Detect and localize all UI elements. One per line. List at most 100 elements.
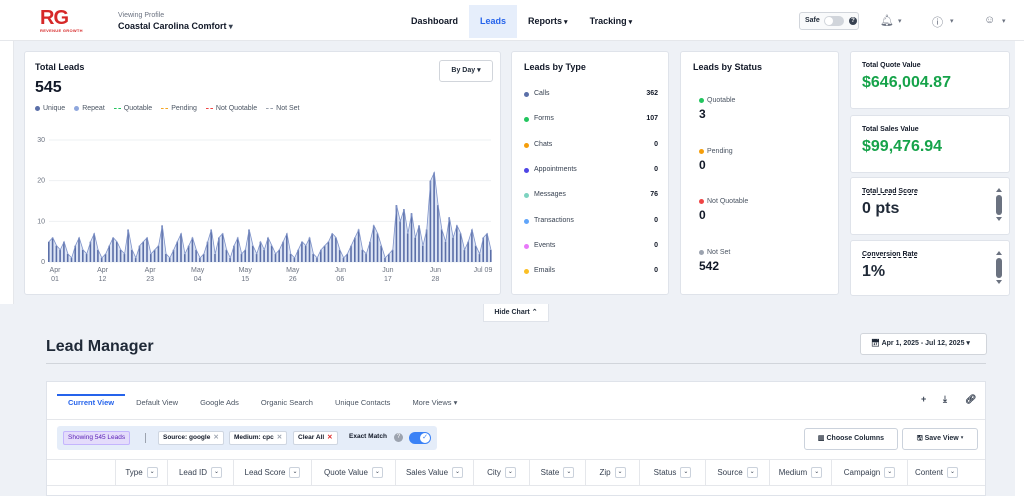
chevron-down-icon[interactable]: ⌄ xyxy=(947,467,959,479)
chart-bar[interactable] xyxy=(51,237,54,262)
column-header-source[interactable]: Source ⌄ xyxy=(705,460,769,486)
chart-bar[interactable] xyxy=(467,241,469,262)
scroll-down-icon[interactable] xyxy=(996,280,1002,284)
scroll-thumb[interactable] xyxy=(996,195,1002,215)
chart-bar[interactable] xyxy=(346,253,348,262)
chart-bar[interactable] xyxy=(172,249,175,262)
status-row-quotable[interactable]: Quotable 3 xyxy=(699,97,735,121)
chart-bar[interactable] xyxy=(474,245,477,262)
chart-bar[interactable] xyxy=(89,241,92,262)
chart-bar[interactable] xyxy=(85,253,88,262)
chart-bar[interactable] xyxy=(270,245,273,262)
chart-bar[interactable] xyxy=(214,253,216,262)
tab-unique-contacts[interactable]: Unique Contacts xyxy=(324,394,401,416)
help-icon[interactable]: ? xyxy=(849,17,857,25)
chart-bar[interactable] xyxy=(399,221,401,262)
chevron-down-icon[interactable]: ⌄ xyxy=(504,467,516,479)
chart-bar[interactable] xyxy=(437,205,439,262)
chart-bar[interactable] xyxy=(410,213,413,262)
chart-bar[interactable] xyxy=(82,249,84,262)
chart-bar[interactable] xyxy=(252,245,254,262)
chart-bar[interactable] xyxy=(342,257,345,262)
chart-bar[interactable] xyxy=(229,257,231,262)
chevron-down-icon[interactable]: ⌄ xyxy=(563,467,575,479)
column-header-lead-score[interactable]: Lead Score ⌄ xyxy=(233,460,311,486)
clear-all-button[interactable]: Clear All ✕ xyxy=(293,431,338,445)
chart-bar[interactable] xyxy=(369,241,371,262)
chevron-down-icon[interactable]: ▾ xyxy=(950,18,954,25)
chart-bar[interactable] xyxy=(482,237,484,262)
chevron-down-icon[interactable]: ⌄ xyxy=(680,467,692,479)
choose-columns-button[interactable]: ▥ Choose Columns xyxy=(804,428,898,450)
chart-bar[interactable] xyxy=(490,249,492,262)
chart-bar[interactable] xyxy=(384,257,386,262)
chart-bar[interactable] xyxy=(191,237,194,262)
chart-bar[interactable] xyxy=(372,225,375,262)
tab-current-view[interactable]: Current View xyxy=(57,394,126,416)
chart-bar[interactable] xyxy=(433,172,435,263)
chevron-down-icon[interactable]: ⌄ xyxy=(146,467,158,479)
chart-bar[interactable] xyxy=(218,237,220,262)
by-day-dropdown[interactable]: By Day ▾ xyxy=(439,60,493,82)
column-header-sales-value[interactable]: Sales Value ⌄ xyxy=(395,460,473,486)
chart-bar[interactable] xyxy=(206,241,209,262)
scroll-down-icon[interactable] xyxy=(996,217,1002,221)
chart-bar[interactable] xyxy=(221,233,224,263)
chart-bar[interactable] xyxy=(267,237,269,262)
chart-bar[interactable] xyxy=(176,241,178,262)
legend-repeat[interactable]: Repeat xyxy=(74,105,105,112)
stat-scrollbar[interactable] xyxy=(996,188,1003,234)
chart-bar[interactable] xyxy=(456,225,458,262)
chart-bar[interactable] xyxy=(444,241,447,262)
chart-bar[interactable] xyxy=(48,241,50,262)
chart-bar[interactable] xyxy=(335,237,337,262)
chart-bar[interactable] xyxy=(119,249,122,262)
chart-bar[interactable] xyxy=(463,249,466,262)
chart-bar[interactable] xyxy=(452,237,454,262)
chart-bar[interactable] xyxy=(123,253,126,262)
chart-bar[interactable] xyxy=(308,237,311,262)
chart-bar[interactable] xyxy=(301,241,303,262)
chart-bar[interactable] xyxy=(471,229,473,263)
chart-bar[interactable] xyxy=(165,253,167,262)
chart-bar[interactable] xyxy=(97,249,99,262)
chevron-down-icon[interactable]: ⌄ xyxy=(211,467,223,479)
column-header-city[interactable]: City ⌄ xyxy=(473,460,529,486)
chart-bar[interactable] xyxy=(199,257,201,262)
column-header-campaign[interactable]: Campaign ⌄ xyxy=(831,460,907,486)
chart-bar[interactable] xyxy=(78,237,80,262)
help-icon[interactable]: ? xyxy=(394,433,403,442)
chart-bar[interactable] xyxy=(425,229,428,263)
chart-bar[interactable] xyxy=(244,249,246,262)
chart-bar[interactable] xyxy=(55,245,58,262)
chart-bar[interactable] xyxy=(184,253,186,262)
chart-bar[interactable] xyxy=(391,249,394,262)
chart-bar[interactable] xyxy=(134,257,137,262)
chart-bar[interactable] xyxy=(116,241,118,262)
chart-bar[interactable] xyxy=(63,241,65,262)
nav-leads[interactable]: Leads xyxy=(469,5,518,38)
chart-bar[interactable] xyxy=(448,217,450,262)
chart-bar[interactable] xyxy=(286,233,288,263)
chart-bar[interactable] xyxy=(138,245,141,262)
chart-bar[interactable] xyxy=(486,233,488,263)
chart-bar[interactable] xyxy=(422,245,424,262)
chart-bar[interactable] xyxy=(403,209,405,262)
chart-bar[interactable] xyxy=(157,245,160,262)
chart-bar[interactable] xyxy=(357,229,360,263)
chart-bar[interactable] xyxy=(210,229,212,263)
chart-bar[interactable] xyxy=(350,245,352,262)
legend-quotable[interactable]: Quotable xyxy=(113,105,152,112)
hide-chart-button[interactable]: Hide Chart ⌃ xyxy=(483,304,549,322)
scroll-up-icon[interactable] xyxy=(996,188,1002,192)
link-icon[interactable]: 🔗︎ xyxy=(965,394,977,404)
chart-bar[interactable] xyxy=(289,253,292,262)
chart-bar[interactable] xyxy=(131,249,133,262)
legend-pending[interactable]: Pending xyxy=(161,105,197,112)
nav-tracking[interactable]: Tracking ▾ xyxy=(579,5,644,38)
chart-bar[interactable] xyxy=(93,233,95,263)
tab-organic-search[interactable]: Organic Search xyxy=(250,394,324,416)
chart-bar[interactable] xyxy=(380,245,382,262)
date-range-picker[interactable]: 📅︎ Apr 1, 2025 - Jul 12, 2025 ▾ xyxy=(860,333,987,355)
chart-bar[interactable] xyxy=(406,233,409,263)
